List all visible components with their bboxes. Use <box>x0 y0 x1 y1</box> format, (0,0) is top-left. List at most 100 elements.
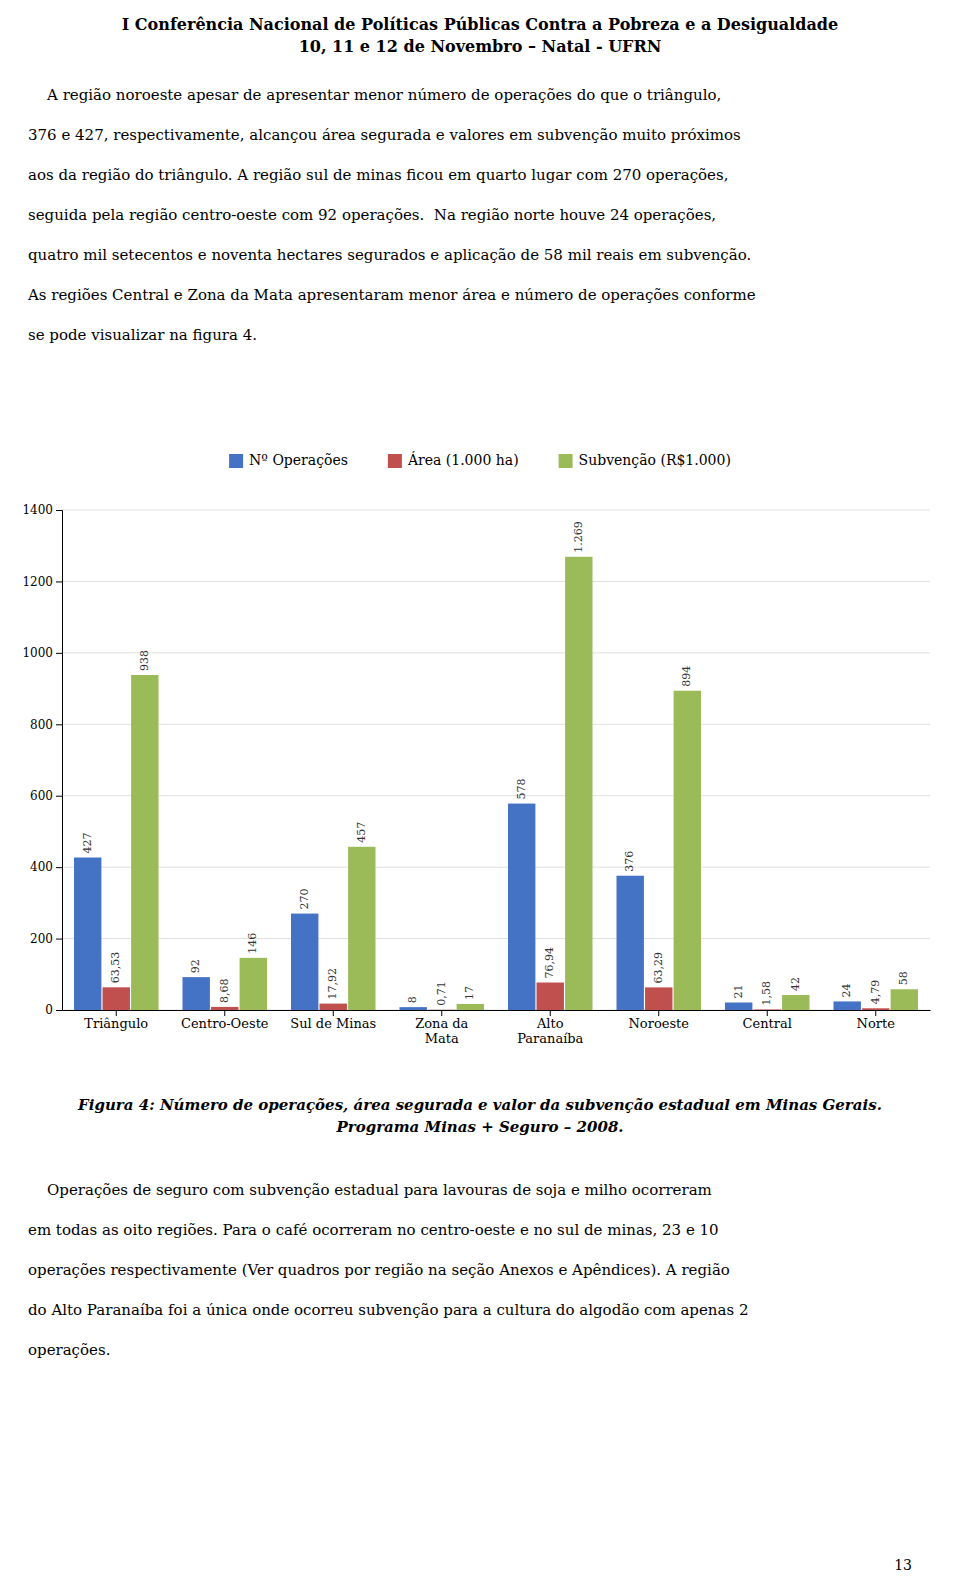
body-text: operações respectivamente (Ver quadros p… <box>28 1261 730 1279</box>
y-tick: 200 <box>30 932 62 946</box>
bar <box>211 1007 238 1010</box>
grid <box>62 510 930 1010</box>
y-tick-mark <box>56 796 62 797</box>
body-text: se pode visualizar na figura 4. <box>28 326 257 344</box>
x-tick-mark <box>767 1010 768 1016</box>
x-tick-label: Centro-Oeste <box>181 1016 269 1031</box>
x-tick-label: Norte <box>857 1016 896 1031</box>
legend-swatch <box>388 454 402 468</box>
legend-label: Área (1.000 ha) <box>407 451 519 468</box>
y-axis-line <box>56 511 63 1011</box>
data-label: 63,29 <box>652 952 665 984</box>
grid-line <box>62 581 930 582</box>
y-tick-label: 800 <box>30 718 53 732</box>
bar <box>131 675 158 1010</box>
y-tick-mark <box>56 653 62 654</box>
y-tick: 1400 <box>22 503 62 517</box>
x-tick-label-line: Mata <box>425 1031 459 1046</box>
y-tick: 400 <box>30 860 62 874</box>
chart-subtitle: Programa Minas + Seguro – 2008. <box>335 1118 623 1136</box>
data-label: 427 <box>81 833 94 854</box>
bar-series <box>131 557 918 1010</box>
bars <box>74 557 918 1010</box>
x-tick-label: Triângulo <box>84 1016 148 1031</box>
legend: Nº Operações Área (1.000 ha) Subvenção (R$… <box>229 451 731 468</box>
y-tick-mark <box>56 510 62 511</box>
y-tick-label: 1200 <box>22 575 53 589</box>
bar <box>399 1007 426 1010</box>
data-label: 63,53 <box>109 952 122 984</box>
x-tick-mark <box>875 1010 876 1016</box>
bar <box>833 1001 860 1010</box>
y-tick: 600 <box>30 789 62 803</box>
data-label: 58 <box>897 971 910 985</box>
bar <box>103 987 130 1010</box>
x-tick-mark <box>550 1010 551 1016</box>
x-tick: Sul de Minas <box>290 1010 376 1031</box>
y-tick: 1200 <box>22 575 62 589</box>
x-axis-line <box>63 1010 931 1011</box>
x-tick-label: AltoParanaíba <box>517 1016 583 1046</box>
grid-line <box>62 510 930 511</box>
x-tick-label: Central <box>743 1016 792 1031</box>
data-label: 1,58 <box>760 981 773 1006</box>
x-tick-label: Noroeste <box>628 1016 689 1031</box>
data-labels: 427922708578376212463,538,6817,920,7176,… <box>81 521 911 1005</box>
body-text: As regiões Central e Zona da Mata aprese… <box>27 286 756 304</box>
y-tick-mark <box>56 1010 62 1011</box>
x-tick-label: Zona daMata <box>415 1016 468 1046</box>
x-tick-label-line: Norte <box>857 1016 896 1031</box>
x-tick-label-line: Zona da <box>415 1016 468 1031</box>
y-tick: 1000 <box>22 646 62 660</box>
x-axis: Triângulo Centro-Oeste Sul de Minas Zona da… <box>63 1010 931 1046</box>
legend-label: Subvenção (R$1.000) <box>579 452 731 468</box>
bar <box>428 1009 455 1010</box>
data-label: 146 <box>246 933 259 954</box>
x-tick-label-line: Paranaíba <box>517 1031 583 1046</box>
data-label: 0,71 <box>435 981 448 1006</box>
data-label: 17 <box>463 986 476 1000</box>
y-tick-label: 200 <box>30 932 53 946</box>
data-label: 938 <box>138 650 151 671</box>
bar <box>674 691 701 1010</box>
legend-swatch <box>229 454 243 468</box>
bar <box>74 858 101 1011</box>
y-tick-mark <box>56 867 62 868</box>
data-label: 8 <box>406 996 419 1003</box>
y-tick-label: 1400 <box>22 503 53 517</box>
data-label: 8,68 <box>218 978 231 1003</box>
bar <box>182 977 209 1010</box>
grid-line <box>62 652 930 653</box>
body-text: 376 e 427, respectivamente, alcançou áre… <box>28 126 741 144</box>
header: 10, 11 e 12 de Novembro – Natal - UFRN <box>299 37 662 56</box>
body-text: do Alto Paranaíba foi a única onde ocorr… <box>28 1301 748 1319</box>
bar <box>754 1009 781 1010</box>
x-tick: Zona daMata <box>415 1010 468 1046</box>
bar <box>240 958 267 1010</box>
grid-line <box>62 938 930 939</box>
y-tick-label: 1000 <box>22 646 53 660</box>
legend-label: Nº Operações <box>249 452 348 468</box>
data-label: 76,94 <box>543 947 556 979</box>
x-tick-label-line: Alto <box>536 1016 564 1031</box>
x-tick-mark <box>441 1010 442 1016</box>
x-tick-mark <box>224 1010 225 1016</box>
y-tick-mark <box>56 581 62 582</box>
bar <box>616 876 643 1010</box>
y-tick-label: 400 <box>30 860 53 874</box>
bar <box>565 557 592 1010</box>
data-label: 894 <box>680 666 693 687</box>
chart: Nº Operações Área (1.000 ha) Subvenção (R$… <box>22 451 930 1046</box>
x-tick: Noroeste <box>628 1010 689 1031</box>
bar-series <box>74 804 861 1010</box>
x-tick: AltoParanaíba <box>517 1010 583 1046</box>
bar <box>348 847 375 1010</box>
bar <box>782 995 809 1010</box>
y-tick-label: 0 <box>45 1003 53 1017</box>
x-tick-label: Sul de Minas <box>290 1016 376 1031</box>
bar <box>725 1003 752 1011</box>
bar <box>508 804 535 1010</box>
grid-line <box>62 867 930 868</box>
page-number: 13 <box>894 1557 912 1573</box>
y-tick: 800 <box>30 718 62 732</box>
